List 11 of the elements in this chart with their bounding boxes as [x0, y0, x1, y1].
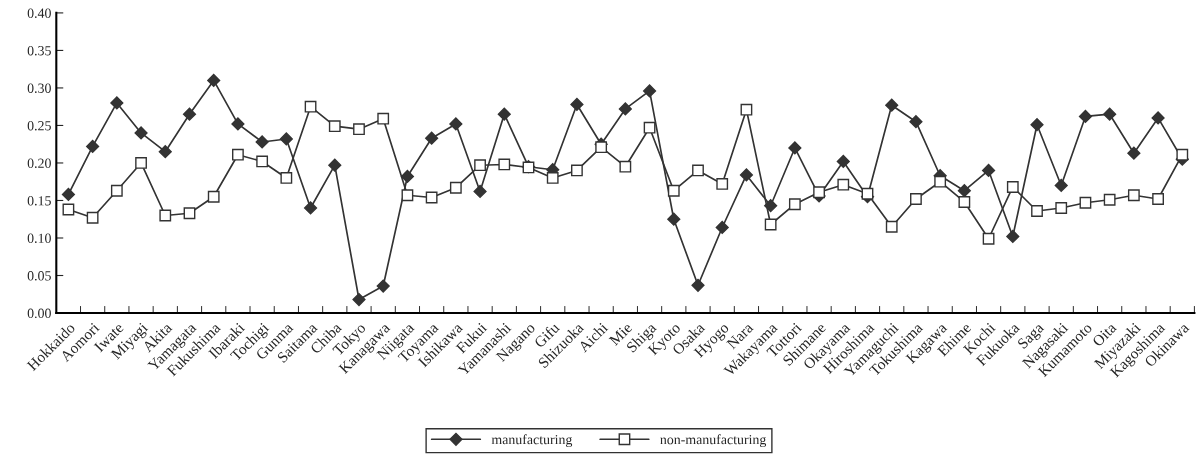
- y-tick-label: 0.35: [27, 46, 51, 56]
- y-tick-label: 0.30: [27, 83, 51, 93]
- y-tick-label: 0.00: [27, 308, 51, 319]
- y-tick-label: 0.10: [27, 233, 51, 244]
- y-tick-label: 0.15: [27, 196, 51, 206]
- y-tick-label: 0.05: [27, 271, 51, 281]
- y-tick-label: 0.20: [27, 158, 51, 168]
- legend-label: manufacturing: [491, 434, 573, 448]
- legend-label: non-manufacturing: [660, 434, 767, 448]
- y-tick-label: 0.40: [27, 8, 51, 18]
- y-tick-label: 0.25: [27, 121, 51, 131]
